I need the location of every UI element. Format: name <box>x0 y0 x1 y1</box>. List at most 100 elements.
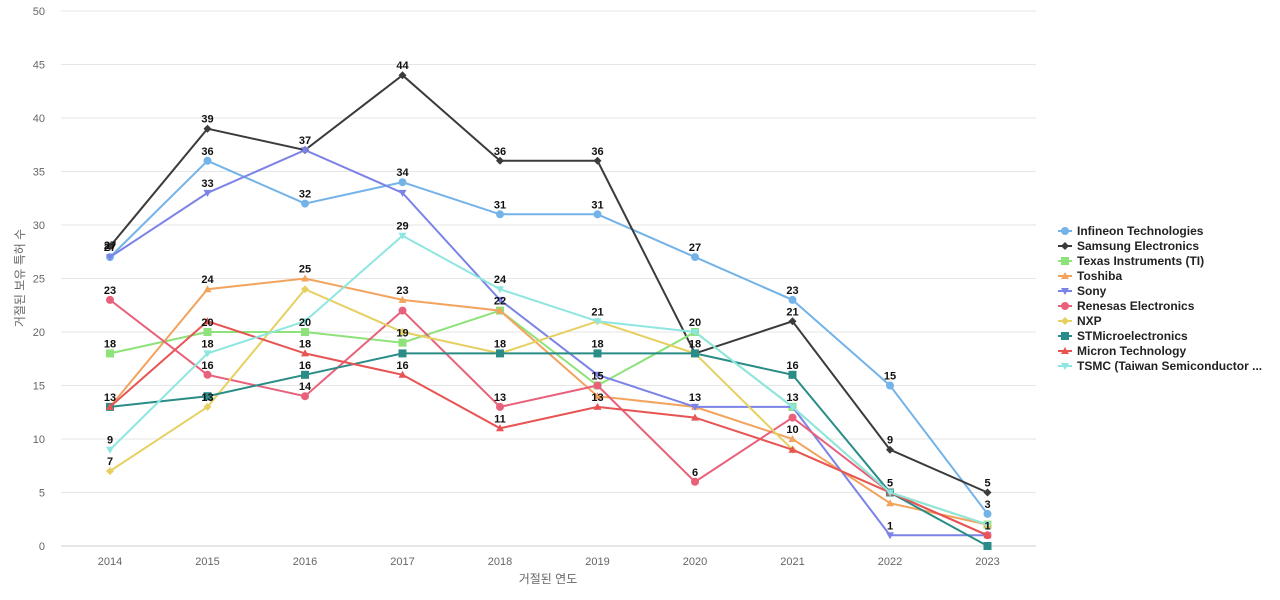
data-point <box>203 317 212 325</box>
data-label: 9 <box>107 435 113 447</box>
legend-item[interactable]: Toshiba <box>1058 269 1122 283</box>
data-label: 44 <box>396 60 409 72</box>
legend-marker <box>1061 272 1069 279</box>
data-label: 18 <box>689 338 701 350</box>
legend-item[interactable]: NXP <box>1058 314 1102 328</box>
y-tick-label: 45 <box>33 60 45 72</box>
legend-label: Texas Instruments (TI) <box>1077 254 1204 268</box>
data-point <box>106 295 114 304</box>
x-tick-label: 2016 <box>293 556 317 568</box>
data-label: 36 <box>591 146 603 158</box>
data-label: 33 <box>201 178 213 190</box>
data-label: 10 <box>786 424 798 436</box>
data-point <box>691 403 699 411</box>
data-point <box>301 318 309 326</box>
data-label: 29 <box>396 221 408 233</box>
data-label: 32 <box>299 189 311 201</box>
legend-label: Toshiba <box>1077 269 1122 283</box>
data-label: 21 <box>786 306 798 318</box>
data-point <box>301 349 309 357</box>
data-point <box>301 274 309 282</box>
data-label: 18 <box>299 338 311 350</box>
data-label: 36 <box>201 146 213 158</box>
data-label: 13 <box>786 392 798 404</box>
y-tick-label: 15 <box>33 381 45 393</box>
data-point <box>301 285 309 294</box>
data-point <box>301 392 309 401</box>
grid-lines <box>61 10 1036 493</box>
x-tick-label: 2021 <box>780 556 804 568</box>
series-7 <box>106 349 992 550</box>
data-label: 14 <box>299 381 312 393</box>
y-tick-label: 25 <box>33 274 45 286</box>
x-tick-label: 2020 <box>683 556 707 568</box>
data-point <box>983 488 992 497</box>
y-tick-label: 30 <box>33 220 45 232</box>
data-point <box>691 253 699 262</box>
data-label: 5 <box>984 478 990 490</box>
data-label: 20 <box>689 317 701 329</box>
legend-item[interactable]: Sony <box>1058 284 1107 298</box>
data-label: 18 <box>104 338 116 350</box>
y-tick-label: 40 <box>33 113 45 125</box>
x-tick-label: 2022 <box>878 556 902 568</box>
series-lines <box>106 71 992 550</box>
data-label: 16 <box>396 360 408 372</box>
series-line <box>109 73 988 494</box>
x-tick-label: 2018 <box>488 556 512 568</box>
legend-marker <box>1061 347 1069 354</box>
data-point <box>106 254 114 262</box>
y-tick-label: 0 <box>39 541 45 553</box>
data-point <box>398 328 407 336</box>
legend-label: NXP <box>1077 314 1102 328</box>
data-point <box>788 403 797 411</box>
data-point <box>496 210 504 219</box>
legend-item[interactable]: Renesas Electronics <box>1058 299 1195 313</box>
data-point <box>203 189 212 197</box>
legend-item[interactable]: Micron Technology <box>1058 344 1186 358</box>
data-point <box>301 370 309 379</box>
legend-label: TSMC (Taiwan Semiconductor ... <box>1077 359 1262 373</box>
data-point <box>983 531 992 539</box>
data-label: 16 <box>299 360 311 372</box>
x-tick-label: 2019 <box>585 556 609 568</box>
data-label: 27 <box>104 240 116 252</box>
data-label: 20 <box>201 317 213 329</box>
data-label: 15 <box>884 371 896 383</box>
data-label: 31 <box>494 199 506 211</box>
legend-marker <box>1061 227 1069 235</box>
data-label: 23 <box>396 285 408 297</box>
data-point <box>593 318 602 326</box>
data-label: 1 <box>984 520 990 532</box>
data-point <box>788 317 797 326</box>
data-label: 18 <box>494 338 506 350</box>
data-point <box>398 370 407 378</box>
data-point <box>496 349 504 358</box>
legend-item[interactable]: Texas Instruments (TI) <box>1058 254 1204 268</box>
data-label: 13 <box>591 392 603 404</box>
data-label: 24 <box>494 274 507 286</box>
data-point <box>788 435 797 442</box>
data-point <box>983 542 992 550</box>
y-tick-label: 5 <box>39 488 45 500</box>
data-label: 23 <box>104 285 116 297</box>
data-point <box>496 402 504 411</box>
legend-item[interactable]: Infineon Technologies <box>1058 224 1204 238</box>
data-point <box>106 446 114 454</box>
data-point <box>398 189 407 197</box>
data-point <box>106 467 114 476</box>
legend-item[interactable]: TSMC (Taiwan Semiconductor ... <box>1058 359 1262 373</box>
data-point <box>301 147 309 155</box>
data-point <box>788 413 797 422</box>
legend-item[interactable]: Samsung Electronics <box>1058 239 1199 253</box>
data-label: 15 <box>591 371 603 383</box>
data-point <box>301 199 309 208</box>
data-label: 34 <box>396 167 409 179</box>
series-line <box>109 234 988 526</box>
legend-item[interactable]: STMicroelectronics <box>1058 329 1188 343</box>
data-point <box>398 71 407 80</box>
legend-marker <box>1061 317 1069 325</box>
legend-label: Sony <box>1077 284 1107 298</box>
data-point <box>593 371 602 379</box>
data-point <box>788 445 797 453</box>
